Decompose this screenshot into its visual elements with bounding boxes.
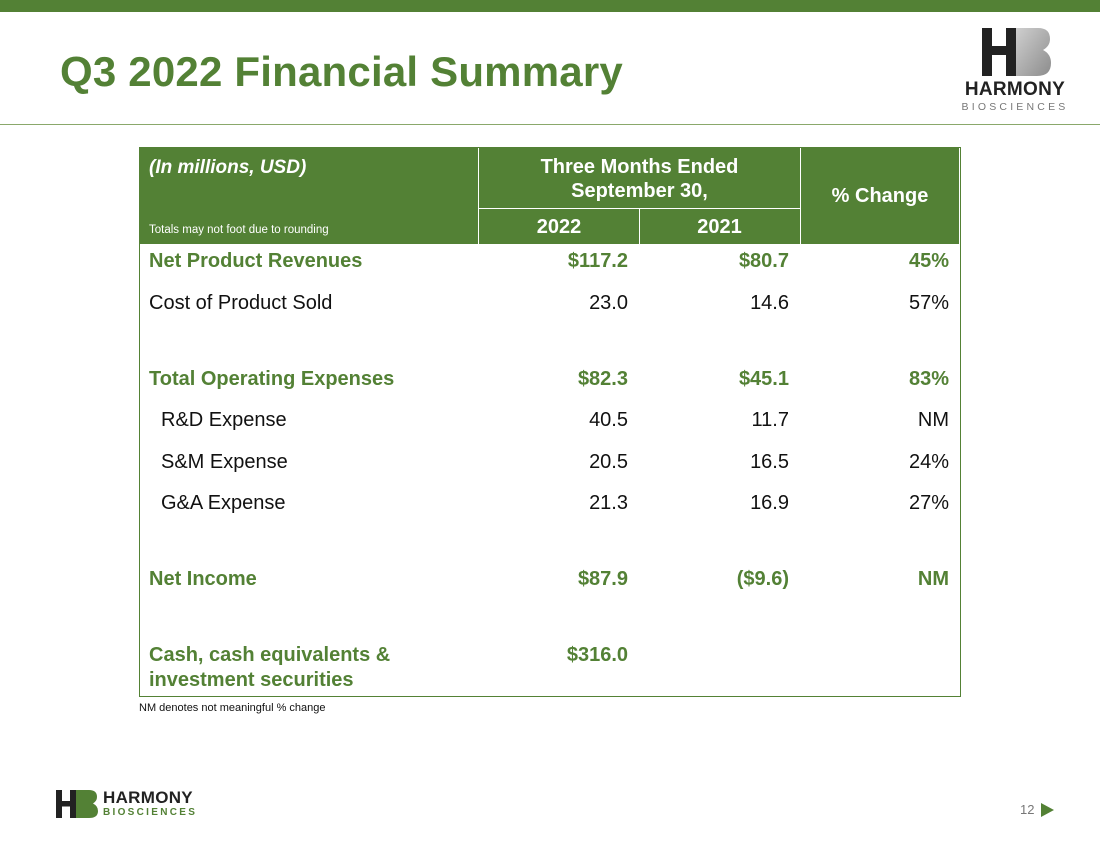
value-change: 57% — [908, 292, 949, 314]
page-number: 12 — [1020, 802, 1035, 817]
row-label: R&D Expense — [161, 409, 287, 431]
value-change: NM — [917, 409, 949, 431]
value-2022: 23.0 — [589, 292, 628, 314]
table-header: (In millions, USD) Totals may not foot d… — [140, 148, 959, 244]
title-divider — [0, 124, 1100, 125]
row-label: G&A Expense — [161, 492, 286, 514]
row-label: Net Income — [149, 568, 257, 590]
header-divider — [639, 209, 640, 244]
header-divider — [800, 148, 801, 244]
value-2022: 21.3 — [589, 492, 628, 514]
value-2021: 11.7 — [751, 409, 789, 431]
hb-logo-icon — [56, 790, 98, 818]
value-2022: 40.5 — [589, 409, 628, 431]
logo-top-right: HARMONY BIOSCIENCES — [960, 24, 1070, 114]
row-label: Net Product Revenues — [149, 250, 363, 272]
value-2022: 20.5 — [589, 451, 628, 473]
rounding-note: Totals may not foot due to rounding — [149, 224, 329, 236]
row-label: Total Operating Expenses — [149, 368, 395, 390]
header-divider — [478, 148, 479, 244]
logo-subtitle: BIOSCIENCES — [103, 807, 198, 818]
value-2021: $45.1 — [738, 368, 789, 390]
value-2021: ($9.6) — [736, 568, 789, 590]
column-header-2021: 2021 — [697, 216, 742, 238]
row-label: Cost of Product Sold — [149, 292, 333, 314]
row-label: S&M Expense — [161, 451, 288, 473]
value-change: 45% — [908, 250, 949, 272]
value-change: 24% — [908, 451, 949, 473]
unit-label: (In millions, USD) — [149, 157, 307, 178]
value-2022: $82.3 — [577, 368, 628, 390]
logo-subtitle: BIOSCIENCES — [961, 101, 1069, 113]
hb-logo-icon — [982, 28, 1051, 76]
period-header: Three Months Ended — [540, 156, 739, 178]
value-2022: $87.9 — [577, 568, 628, 590]
next-slide-arrow-icon[interactable] — [1041, 803, 1054, 817]
header-divider — [478, 208, 800, 209]
value-2021: 14.6 — [750, 292, 789, 314]
value-change: 83% — [908, 368, 949, 390]
top-accent-bar — [0, 0, 1100, 12]
footnote: NM denotes not meaningful % change — [139, 702, 326, 714]
column-header-change: % Change — [831, 185, 929, 207]
value-2022: $117.2 — [567, 250, 628, 272]
logo-name: HARMONY — [103, 788, 193, 807]
row-label-line-2: investment securities — [149, 669, 354, 691]
period-header-2: September 30, — [571, 180, 708, 202]
logo-name: HARMONY — [964, 79, 1066, 100]
column-header-2022: 2022 — [536, 216, 582, 238]
logo-bottom-left: HARMONY BIOSCIENCES — [55, 788, 225, 820]
value-2021: 16.9 — [750, 492, 789, 514]
value-change: NM — [917, 568, 949, 590]
value-2022: $316.0 — [566, 644, 628, 666]
value-2021: 16.5 — [750, 451, 789, 473]
slide-title: Q3 2022 Financial Summary — [60, 48, 623, 95]
financial-summary-table: (In millions, USD) Totals may not foot d… — [139, 147, 961, 697]
value-change: 27% — [908, 492, 949, 514]
row-label: Cash, cash equivalents & — [149, 644, 391, 666]
value-2021: $80.7 — [738, 250, 789, 272]
